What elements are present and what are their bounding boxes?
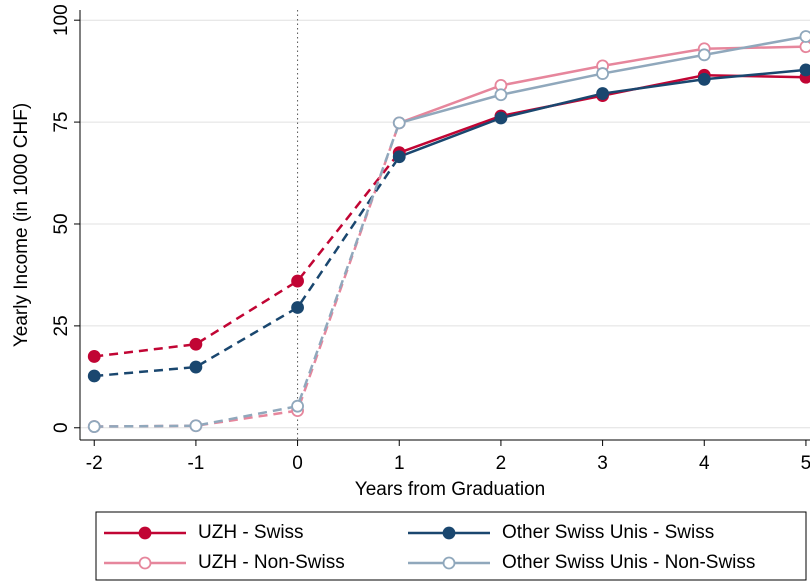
y-tick-label: 0 bbox=[51, 422, 72, 433]
y-tick-label: 50 bbox=[51, 213, 72, 234]
x-tick-label: 5 bbox=[801, 453, 810, 474]
legend-label: Other Swiss Unis - Non-Swiss bbox=[502, 552, 755, 573]
marker bbox=[87, 350, 101, 363]
x-tick-label: -2 bbox=[86, 453, 103, 474]
dashed-line bbox=[94, 156, 401, 378]
legend-label: UZH - Swiss bbox=[198, 522, 304, 543]
legend-label: UZH - Non-Swiss bbox=[198, 552, 345, 573]
legend-box bbox=[95, 511, 807, 581]
x-tick-label: -1 bbox=[187, 453, 204, 474]
y-tick-label: 25 bbox=[51, 315, 72, 336]
legend-marker bbox=[442, 556, 456, 570]
marker bbox=[291, 301, 304, 314]
marker bbox=[697, 72, 711, 86]
x-axis-label: Years from Graduation bbox=[355, 479, 545, 500]
marker bbox=[291, 399, 304, 413]
y-tick-label: 75 bbox=[51, 112, 72, 133]
legend-marker bbox=[138, 556, 152, 570]
x-tick-label: 4 bbox=[699, 453, 710, 474]
marker bbox=[596, 67, 609, 80]
marker bbox=[799, 63, 810, 77]
marker bbox=[291, 274, 304, 288]
x-tick-label: 2 bbox=[496, 453, 507, 474]
marker bbox=[87, 420, 101, 433]
legend-marker bbox=[442, 526, 456, 540]
marker bbox=[392, 150, 406, 164]
legend-marker bbox=[138, 526, 152, 540]
marker bbox=[799, 30, 810, 43]
x-tick-label: 1 bbox=[394, 453, 405, 474]
x-tick-label: 3 bbox=[597, 453, 608, 474]
marker bbox=[697, 48, 711, 62]
dashed-line bbox=[94, 122, 401, 428]
y-axis-label: Yearly Income (in 1000 CHF) bbox=[11, 103, 32, 347]
marker bbox=[189, 419, 203, 433]
x-tick-label: 0 bbox=[292, 453, 303, 474]
legend-label: Other Swiss Unis - Swiss bbox=[502, 522, 714, 543]
dashed-line bbox=[94, 151, 401, 358]
y-tick-label: 100 bbox=[51, 4, 72, 36]
marker bbox=[87, 369, 101, 383]
marker bbox=[189, 337, 203, 351]
marker bbox=[494, 111, 508, 125]
marker bbox=[494, 88, 508, 102]
marker bbox=[189, 360, 203, 374]
marker bbox=[392, 116, 406, 130]
marker bbox=[596, 87, 609, 100]
